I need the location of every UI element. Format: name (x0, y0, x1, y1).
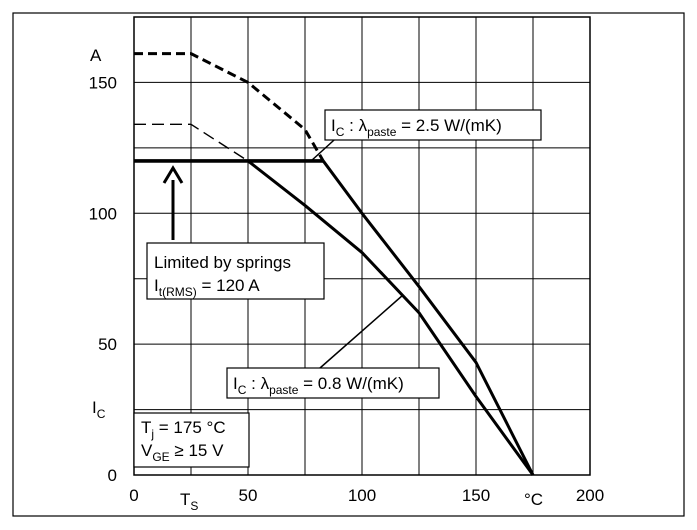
curves (134, 52, 535, 476)
conditions-box (133, 412, 250, 468)
y-tick-label: 50 (98, 335, 117, 354)
vge-label: VGE ≥ 15 V (141, 441, 224, 464)
x-tick-label: 150 (462, 486, 490, 505)
y-tick-label: 100 (89, 204, 117, 223)
y-tick-label: 0 (108, 466, 117, 485)
top-label-box (324, 109, 542, 141)
tick-labels: 0 50 100 150 200 0 50 100 150 (89, 73, 605, 505)
top-label: IC : λpaste = 2.5 W/(mK) (331, 116, 502, 139)
grid (134, 17, 590, 475)
springs-box (146, 242, 325, 300)
bottom-label: IC : λpaste = 0.8 W/(mK) (233, 374, 404, 397)
y-unit-label: A (90, 46, 102, 65)
series-line (322, 160, 535, 476)
x-tick-label: 100 (348, 486, 376, 505)
x-unit-label: °C (524, 490, 543, 509)
y-tick-label: 150 (89, 73, 117, 92)
x-symbol-label: TS (180, 490, 198, 513)
bottom-label-leader (319, 294, 404, 369)
plot-frame (133, 16, 591, 476)
x-tick-label: 200 (576, 486, 604, 505)
tj-label: Tj = 175 °C (141, 418, 226, 441)
bottom-label-box (226, 367, 440, 399)
figure-frame (12, 12, 685, 517)
series-line (247, 159, 535, 476)
x-tick-label: 50 (239, 486, 258, 505)
springs-arrow-head (162, 165, 184, 184)
series-line (134, 123, 249, 162)
x-tick-label: 0 (129, 486, 138, 505)
springs-line1: Limited by springs (154, 253, 291, 272)
springs-line2: It(RMS) = 120 A (154, 276, 260, 299)
series-line (134, 52, 325, 162)
y-symbol-label: IC (92, 398, 106, 421)
